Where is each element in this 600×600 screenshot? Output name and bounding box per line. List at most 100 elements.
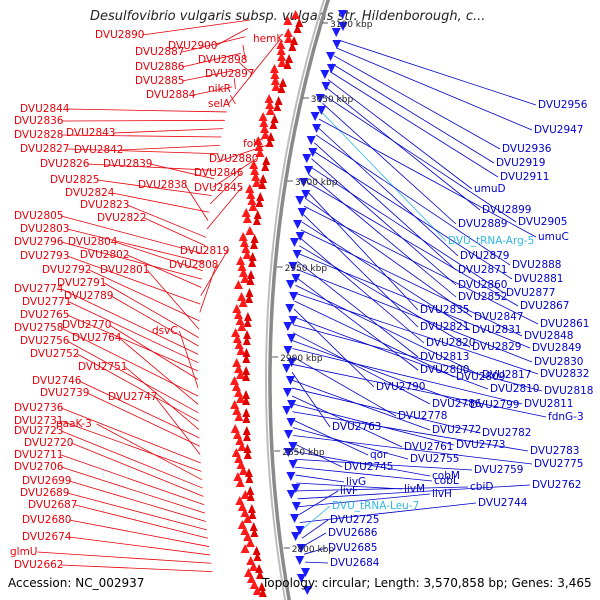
connector-dvu2818 — [293, 324, 543, 392]
minus-strand-gene — [246, 190, 256, 199]
gene-label-dvu2827: DVU2827 — [20, 143, 70, 155]
connector-dvu2751 — [124, 366, 200, 430]
connector-dvu2822 — [144, 217, 206, 247]
connector-dvu2845 — [206, 187, 242, 230]
minus-strand-gene — [265, 106, 275, 115]
minus-strand-gene — [255, 564, 264, 573]
gene-label-dvu2764: DVU2764 — [72, 332, 122, 344]
minus-strand-gene — [257, 582, 266, 591]
gene-label-dvu2801: DVU2801 — [100, 264, 150, 276]
minus-strand-gene — [240, 490, 250, 499]
plus-strand-gene — [312, 124, 322, 133]
gene-label-dvu2849: DVU2849 — [532, 342, 582, 354]
gene-label-dvu2783: DVU2783 — [530, 445, 580, 457]
gene-label-dvu2763: DVU2763 — [332, 421, 382, 433]
gene-label-dvu2782: DVU2782 — [482, 427, 532, 439]
gene-label-dvu2745: DVU2745 — [344, 461, 394, 473]
gene-label-dvu2699: DVU2699 — [22, 475, 72, 487]
backbone-outer — [268, 0, 331, 600]
connector-nikr — [233, 78, 236, 90]
connector-dvu2824 — [112, 192, 210, 213]
minus-strand-gene — [246, 486, 255, 495]
plus-strand-gene — [295, 526, 305, 535]
gene-label-dvu2685: DVU2685 — [328, 542, 378, 554]
connector-dvu2745 — [293, 443, 343, 468]
gene-label-dvu2846: DVU2846 — [194, 167, 244, 179]
minus-strand-gene — [241, 208, 251, 217]
connector-dvu2846 — [209, 172, 242, 205]
gene-label-livh: livH — [432, 488, 452, 500]
minus-strand-gene — [242, 214, 252, 223]
plus-strand-gene — [295, 556, 305, 565]
gene-label-dvu2898: DVU2898 — [198, 54, 248, 66]
connector-dvu2884 — [193, 86, 233, 96]
gene-label-dvu2811: DVU2811 — [524, 398, 574, 410]
gene-label-dvu2848: DVU2848 — [524, 330, 574, 342]
connector-dvu2662 — [61, 564, 213, 573]
minus-strand-gene — [249, 160, 259, 169]
gene-label-fdng-3: fdnG-3 — [548, 411, 584, 423]
minus-strand-gene — [242, 348, 251, 357]
gene-label-dvu2889: DVU2889 — [458, 218, 508, 230]
minus-strand-gene — [269, 64, 279, 73]
minus-strand-gene — [265, 100, 275, 109]
connector-dvu2706 — [61, 466, 206, 514]
gene-label-dvu2802: DVU2802 — [80, 249, 130, 261]
plus-strand-gene — [283, 430, 293, 439]
gene-label-dvu2765: DVU2765 — [20, 309, 70, 321]
gene-label-dvu2771: DVU2771 — [22, 296, 72, 308]
connector-dvu2773 — [292, 403, 455, 446]
connector-dvu2805 — [61, 215, 205, 255]
gene-label-dvu2826: DVU2826 — [40, 158, 90, 170]
connector-dvu2886 — [182, 53, 241, 68]
connector-dvu2771 — [69, 301, 199, 364]
minus-strand-gene — [249, 240, 258, 249]
gene-label-dvu2825: DVU2825 — [50, 174, 100, 186]
minus-strand-gene — [243, 330, 252, 339]
gene-label-dvu2689: DVU2689 — [20, 487, 70, 499]
minus-strand-gene — [260, 130, 270, 139]
minus-strand-gene — [233, 280, 243, 289]
gene-label-dvu2800: DVU2800 — [420, 364, 470, 376]
gene-label-dvu2770: DVU2770 — [62, 319, 112, 331]
plus-strand-gene — [338, 22, 348, 31]
minus-strand-gene — [245, 474, 254, 483]
gene-label-dvu2884: DVU2884 — [146, 89, 196, 101]
gene-label-dvu2947: DVU2947 — [534, 124, 584, 136]
connector-dvu2817 — [295, 284, 481, 376]
connector-dvu2752 — [77, 353, 199, 422]
minus-strand-gene — [235, 316, 245, 325]
plus-strand-gene — [316, 106, 326, 115]
connector-dvu2947 — [336, 47, 533, 131]
minus-strand-gene — [242, 432, 251, 441]
connector-dvu2778 — [292, 356, 397, 417]
connector-dvu2725 — [301, 519, 329, 539]
minus-strand-gene — [256, 192, 265, 201]
minus-strand-gene — [248, 510, 257, 519]
gene-label-nikr: nikR — [208, 83, 231, 95]
connector-dvu2685 — [303, 547, 327, 555]
connector-dvu2811 — [292, 348, 523, 405]
minus-strand-gene — [250, 166, 260, 175]
connector-dvu2838 — [184, 184, 209, 221]
connector-dvu2842 — [121, 144, 220, 151]
minus-strand-gene — [245, 538, 255, 547]
gene-label-dvu2831: DVU2831 — [472, 324, 522, 336]
gene-label-dvu2751: DVU2751 — [78, 361, 128, 373]
minus-strand-gene — [237, 520, 247, 529]
gene-label-dvu2899: DVU2899 — [482, 204, 532, 216]
gene-label-dvu2844: DVU2844 — [20, 103, 70, 115]
minus-strand-gene — [265, 138, 274, 147]
gene-label-dvu2819: DVU2819 — [180, 245, 230, 257]
connector-dvu2849 — [298, 253, 531, 349]
connector-dvu2852 — [308, 174, 457, 298]
plus-strand-gene — [297, 208, 307, 217]
connector-dvu2827 — [67, 148, 219, 155]
connector-dvu-trna-leu-7 — [300, 505, 331, 531]
gene-label-dvu2778: DVU2778 — [398, 410, 448, 422]
plus-strand-gene — [283, 346, 293, 355]
minus-strand-gene — [295, 18, 304, 27]
minus-strand-gene — [236, 370, 246, 379]
minus-strand-gene — [237, 292, 247, 301]
